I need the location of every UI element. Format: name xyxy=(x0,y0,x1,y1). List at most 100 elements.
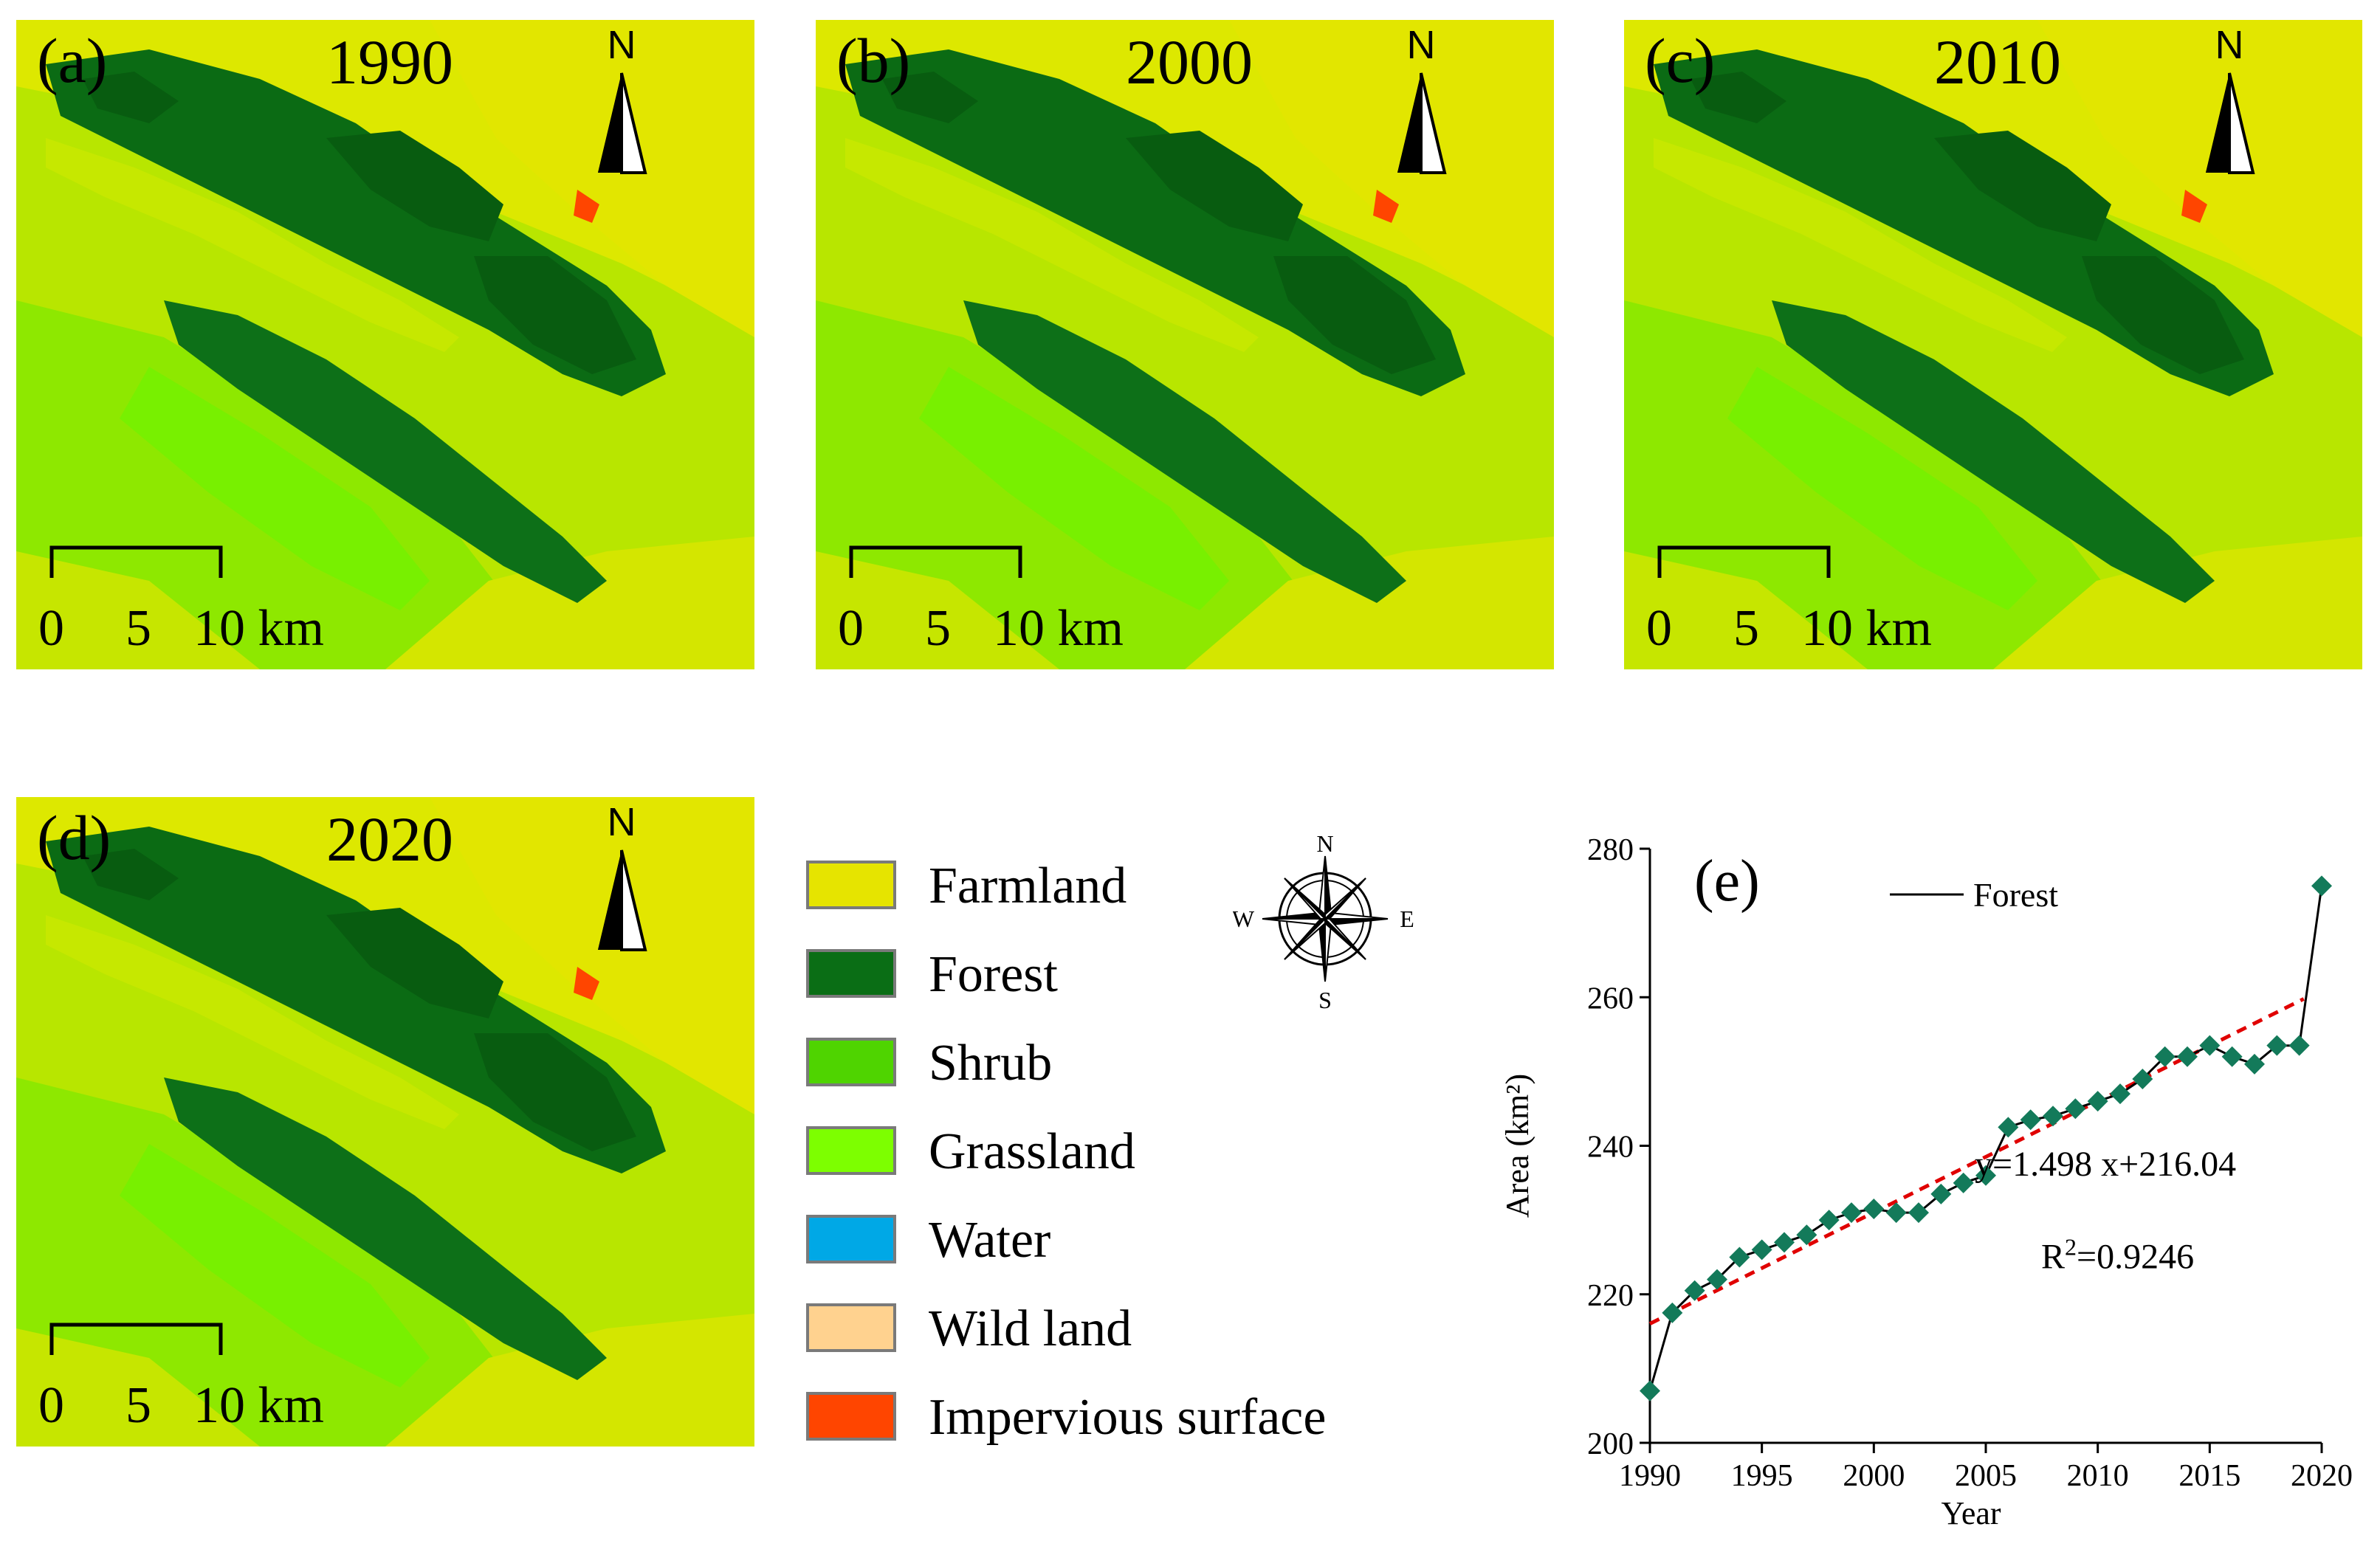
data-point xyxy=(2020,1109,2041,1131)
data-point xyxy=(2311,875,2332,897)
r-squared: R2=0.9246 xyxy=(2041,1234,2194,1277)
y-tick-label: 280 xyxy=(1587,833,1634,867)
north-arrow-icon: N xyxy=(1396,23,1446,174)
x-tick-label: 2005 xyxy=(1955,1459,2017,1493)
north-label: N xyxy=(1407,23,1436,67)
panel-label: (e) xyxy=(1694,849,1760,914)
map-panel-a: (a) 1990 N 0 5 10 km xyxy=(16,20,754,669)
data-point xyxy=(1751,1239,1772,1261)
y-tick-label: 240 xyxy=(1587,1131,1634,1165)
north-label: N xyxy=(608,23,636,67)
data-point xyxy=(2266,1035,2288,1056)
legend-item-impervious-surface: Impervious surface xyxy=(806,1387,1471,1447)
data-point xyxy=(2154,1046,2176,1067)
legend-swatch xyxy=(806,1038,896,1086)
legend-label: Forest xyxy=(929,946,1058,1003)
x-tick-label: 2015 xyxy=(2178,1459,2240,1493)
legend-item-farmland: Farmland xyxy=(806,856,1471,915)
legend-item-water: Water xyxy=(806,1210,1471,1269)
map-panel-b: (b) 2000 N 0 5 10 km xyxy=(816,20,1554,669)
scale-label-5: 5 xyxy=(925,600,951,657)
data-point xyxy=(2043,1106,2063,1127)
y-tick-label: 220 xyxy=(1587,1279,1634,1313)
legend-swatch xyxy=(806,1392,896,1441)
legend-item-grassland: Grassland xyxy=(806,1122,1471,1181)
legend-swatch xyxy=(806,1215,896,1263)
legend-label: Water xyxy=(929,1212,1051,1269)
scale-label-0: 0 xyxy=(38,1377,64,1434)
panel-label: (a) xyxy=(37,25,108,96)
compass-n: N xyxy=(1316,830,1333,857)
panel-year: 2010 xyxy=(1934,27,2061,97)
trend-equation: y=1.498 x+216.04 xyxy=(1975,1145,2236,1184)
scale-label-5: 5 xyxy=(125,1377,151,1434)
compass-s: S xyxy=(1318,987,1332,1011)
legend-swatch xyxy=(806,861,896,909)
scale-bar xyxy=(49,545,223,578)
x-tick-label: 1995 xyxy=(1731,1459,1793,1493)
data-point xyxy=(1863,1199,1885,1220)
map-panel-c: (c) 2010 N 0 5 10 km xyxy=(1624,20,2362,669)
data-point xyxy=(1707,1269,1727,1290)
legend-swatch xyxy=(806,1303,896,1352)
north-arrow-icon: N xyxy=(596,23,647,174)
scale-label-5: 5 xyxy=(1733,600,1759,657)
data-point xyxy=(2110,1083,2130,1105)
scale-bar xyxy=(49,1323,223,1355)
legend-label: Farmland xyxy=(929,858,1127,914)
data-point xyxy=(1885,1202,1907,1224)
panel-label: (c) xyxy=(1645,25,1716,96)
data-point xyxy=(1930,1183,1952,1204)
north-label: N xyxy=(2215,23,2244,67)
data-point xyxy=(2177,1046,2198,1067)
data-point xyxy=(1908,1202,1929,1224)
data-point xyxy=(2065,1098,2086,1120)
forest-series-line xyxy=(1648,886,2323,1392)
scale-label-0: 0 xyxy=(838,600,864,657)
y-tick-label: 200 xyxy=(1587,1427,1634,1461)
forest-area-chart: 200 220 240 260 280 1990 1995 2000 2005 2010 2015 2… xyxy=(1499,833,2353,1531)
legend-label: Forest xyxy=(1973,876,2058,914)
y-axis-title: Area (km²) xyxy=(1499,1074,1535,1218)
legend-label: Grassland xyxy=(929,1123,1135,1180)
scale-label-10: 10 km xyxy=(193,1377,324,1434)
data-point xyxy=(1998,1117,2019,1138)
map-panel-d: (d) 2020 N 0 5 10 km xyxy=(16,797,754,1447)
scale-label-5: 5 xyxy=(125,600,151,657)
data-point xyxy=(1818,1210,1840,1231)
x-tick-label: 2000 xyxy=(1843,1459,1905,1493)
data-point xyxy=(2132,1068,2153,1089)
data-point xyxy=(1796,1224,1817,1246)
scale-label-0: 0 xyxy=(1646,600,1672,657)
data-point xyxy=(1662,1302,1683,1323)
panel-label: (b) xyxy=(836,25,911,96)
x-axis-title: Year xyxy=(1941,1495,2001,1531)
legend-item-forest: Forest xyxy=(806,945,1471,1004)
legend-item-shrub: Shrub xyxy=(806,1033,1471,1092)
data-point xyxy=(2288,1035,2310,1056)
data-point xyxy=(1975,1165,1996,1186)
data-point xyxy=(1774,1232,1795,1253)
panel-year: 2020 xyxy=(326,804,453,875)
data-point xyxy=(2087,1091,2108,1112)
panel-year: 1990 xyxy=(326,27,453,97)
panel-label: (d) xyxy=(37,802,111,873)
north-arrow-icon: N xyxy=(2204,23,2255,174)
scale-label-10: 10 km xyxy=(1801,600,1932,657)
x-tick-label: 1990 xyxy=(1619,1459,1681,1493)
scale-label-10: 10 km xyxy=(193,600,324,657)
data-point xyxy=(2244,1053,2265,1075)
legend-swatch xyxy=(806,1126,896,1175)
legend-item-wild-land: Wild land xyxy=(806,1299,1471,1358)
compass-w: W xyxy=(1233,906,1255,932)
legend-swatch xyxy=(806,949,896,998)
data-point xyxy=(1729,1247,1750,1268)
data-point xyxy=(1640,1380,1660,1401)
north-label: N xyxy=(608,800,636,844)
legend-label: Shrub xyxy=(929,1035,1053,1092)
north-arrow-icon: N xyxy=(596,800,647,951)
data-point xyxy=(1684,1280,1705,1301)
x-tick-label: 2020 xyxy=(2291,1459,2353,1493)
compass-rose-icon: N S E W xyxy=(1233,830,1414,1011)
scale-bar xyxy=(1657,545,1831,578)
